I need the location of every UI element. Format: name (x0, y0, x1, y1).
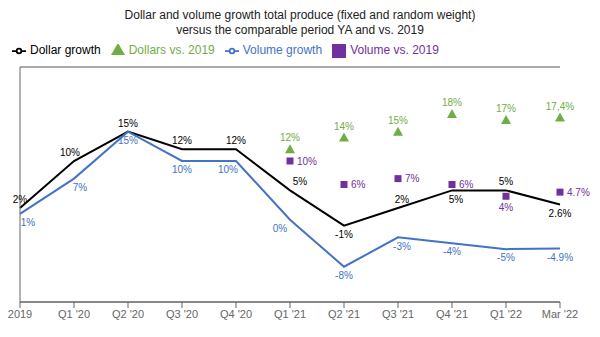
html-text:Volume vs. 2019: Volume vs. 2019 (350, 43, 439, 57)
svg-text:Q1 '20: Q1 '20 (58, 308, 90, 320)
svg-text:7%: 7% (73, 182, 88, 193)
svg-text:15%: 15% (118, 118, 138, 129)
svg-text:0%: 0% (273, 223, 288, 234)
svg-text:15%: 15% (118, 135, 138, 146)
svg-text:-1%: -1% (335, 229, 353, 240)
svg-text:10%: 10% (172, 164, 192, 175)
svg-text:5%: 5% (449, 194, 464, 205)
svg-text:-4%: -4% (443, 246, 461, 257)
svg-text:Q3 '20: Q3 '20 (166, 308, 198, 320)
svg-text:6%: 6% (459, 179, 474, 190)
svg-text:6%: 6% (351, 179, 366, 190)
html-text:Dollar growth: Dollar growth (30, 43, 101, 57)
svg-text:12%: 12% (226, 135, 246, 146)
svg-text:4%: 4% (499, 202, 514, 213)
html-text:Dollar and volume growth total: Dollar and volume growth total produce (… (124, 8, 476, 22)
html-text:Volume growth: Volume growth (242, 43, 323, 57)
svg-text:1%: 1% (21, 217, 36, 228)
svg-text:Mar '22: Mar '22 (542, 308, 578, 320)
svg-text:Q1 '21: Q1 '21 (274, 308, 306, 320)
svg-text:-8%: -8% (335, 270, 353, 281)
svg-text:17%: 17% (496, 103, 516, 114)
svg-text:2%: 2% (395, 194, 410, 205)
svg-text:2.6%: 2.6% (549, 208, 572, 219)
svg-text:5%: 5% (293, 176, 308, 187)
svg-text:4.7%: 4.7% (567, 187, 590, 198)
svg-text:Q2 '20: Q2 '20 (112, 308, 144, 320)
svg-text:15%: 15% (388, 115, 408, 126)
svg-text:2%: 2% (13, 194, 28, 205)
svg-text:-4.9%: -4.9% (547, 252, 573, 263)
html-text:versus the comparable period Y: versus the comparable period YA and vs. … (176, 23, 424, 37)
svg-text:10%: 10% (218, 164, 238, 175)
svg-text:2019: 2019 (8, 308, 32, 320)
svg-text:-3%: -3% (393, 241, 411, 252)
svg-text:Q4 '20: Q4 '20 (220, 308, 252, 320)
svg-text:7%: 7% (405, 173, 420, 184)
svg-text:-5%: -5% (497, 252, 515, 263)
svg-text:Q2 '21: Q2 '21 (328, 308, 360, 320)
svg-text:Q1 '22: Q1 '22 (490, 308, 522, 320)
svg-text:5%: 5% (499, 176, 514, 187)
svg-text:17,4%: 17,4% (546, 101, 574, 112)
svg-text:10%: 10% (297, 156, 317, 167)
svg-text:18%: 18% (442, 97, 462, 108)
svg-text:Q4 '21: Q4 '21 (436, 308, 468, 320)
svg-text:10%: 10% (60, 147, 80, 158)
svg-text:12%: 12% (280, 132, 300, 143)
svg-text:12%: 12% (172, 135, 192, 146)
svg-text:Q3 '21: Q3 '21 (382, 308, 414, 320)
svg-text:14%: 14% (334, 121, 354, 132)
html-text:Dollars vs. 2019: Dollars vs. 2019 (128, 43, 215, 57)
